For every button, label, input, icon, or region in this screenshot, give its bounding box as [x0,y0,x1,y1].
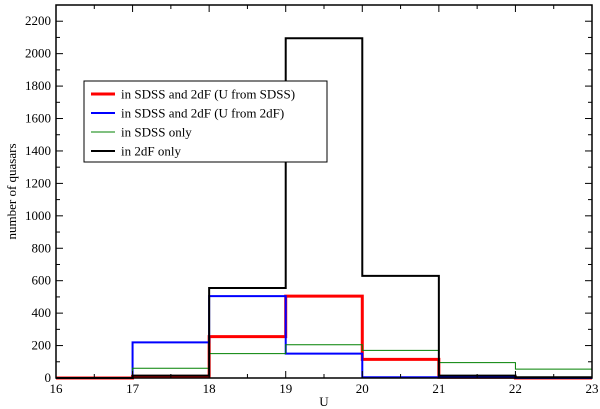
series-line-3 [56,344,592,379]
series-line-2 [56,295,592,379]
legend-box [83,80,328,163]
series-line-1 [56,294,592,380]
x-tick-label: 19 [279,381,292,396]
legend-label-4: in 2dF only [121,144,181,159]
x-axis-title: U [319,394,329,409]
y-tick-label: 1600 [25,111,51,126]
legend-label-2: in SDSS and 2dF (U from 2dF) [121,106,284,121]
y-tick-label: 1800 [25,78,51,93]
y-tick-label: 800 [32,240,52,255]
plot-frame [55,4,593,379]
legend: in SDSS and 2dF (U from SDSS) in SDSS and… [83,80,328,163]
y-tick-label: 600 [32,273,52,288]
x-tick-label: 18 [203,381,216,396]
y-tick-label: 2200 [25,13,51,28]
y-tick-label: 1400 [25,143,51,158]
y-tick-label: 1000 [25,208,51,223]
y-tick-label: 2000 [25,46,51,61]
y-tick-label: 0 [45,370,52,385]
x-tick-label: 21 [432,381,445,396]
series-line-4 [56,37,592,379]
legend-label-1: in SDSS and 2dF (U from SDSS) [121,87,295,102]
ticks-layer: 16 17 18 19 20 21 22 23 0 200 400 600 800 1000 1200 140… [25,4,599,396]
y-tick-label: 400 [32,305,52,320]
x-tick-label: 20 [356,381,369,396]
x-tick-label: 23 [586,381,599,396]
x-tick-label: 17 [126,381,140,396]
y-axis-title: number of quasars [4,143,19,239]
legend-label-3: in SDSS only [121,125,192,140]
x-tick-label: 16 [50,381,64,396]
x-tick-label: 22 [509,381,522,396]
y-tick-label: 1200 [25,175,51,190]
y-tick-label: 200 [32,338,52,353]
